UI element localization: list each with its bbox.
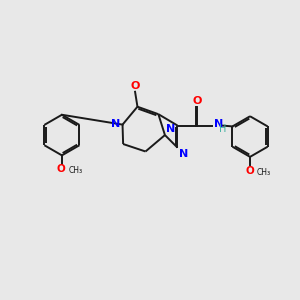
Text: H: H: [219, 124, 227, 134]
Text: O: O: [245, 166, 254, 176]
Text: O: O: [57, 164, 66, 174]
Text: N: N: [214, 119, 223, 129]
Text: CH₃: CH₃: [68, 166, 83, 175]
Text: N: N: [179, 149, 188, 159]
Text: O: O: [130, 81, 140, 91]
Text: CH₃: CH₃: [256, 168, 271, 177]
Text: O: O: [193, 95, 202, 106]
Text: N: N: [111, 119, 120, 129]
Text: N: N: [166, 124, 176, 134]
